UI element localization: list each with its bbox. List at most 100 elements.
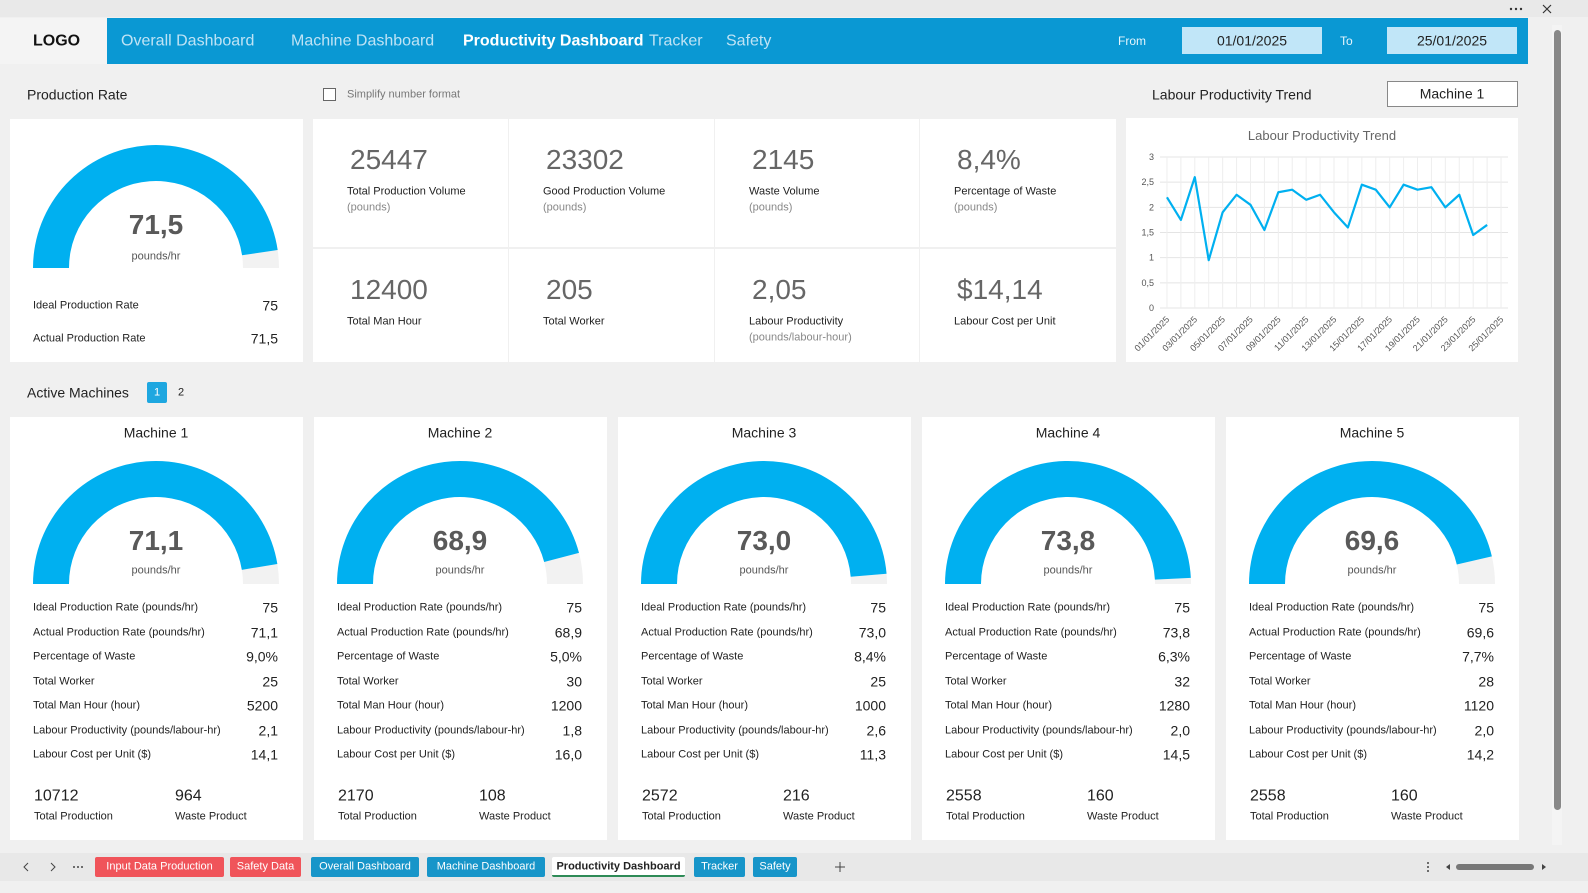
from-date-box[interactable] bbox=[1182, 27, 1322, 54]
chart-card bbox=[1126, 118, 1518, 362]
nav-tab[interactable]: Safety bbox=[726, 32, 772, 50]
row-value: 69,6 bbox=[1466, 624, 1494, 641]
row-value: 6,3% bbox=[1158, 648, 1190, 665]
sheet-tab[interactable] bbox=[694, 857, 745, 877]
kpi-label: Percentage of Waste bbox=[954, 185, 1057, 198]
sheet-tab-label[interactable]: Input Data Production bbox=[106, 860, 213, 873]
gauge-unit: pounds/hr bbox=[1043, 564, 1093, 577]
checkbox-label[interactable]: Simplify number format bbox=[347, 88, 461, 101]
nav-tab[interactable]: Overall Dashboard bbox=[121, 32, 255, 50]
row-label: Total Worker bbox=[641, 675, 703, 688]
kpi-card bbox=[920, 249, 1116, 362]
kpi-value: 25447 bbox=[350, 144, 428, 176]
row-value: 71,5 bbox=[250, 330, 278, 347]
row-value: 28 bbox=[1478, 673, 1494, 690]
row-label: Labour Cost per Unit ($) bbox=[33, 748, 151, 761]
row-label: Actual Production Rate (pounds/hr) bbox=[641, 626, 813, 639]
sheet-tab[interactable] bbox=[552, 857, 685, 877]
row-value: 5200 bbox=[246, 697, 278, 714]
row-label: Labour Productivity (pounds/labour-hr) bbox=[641, 724, 829, 737]
total-label: Total Production bbox=[946, 810, 1025, 823]
total-label: Waste Product bbox=[479, 810, 551, 823]
sheet-tab-label[interactable]: Safety Data bbox=[236, 860, 295, 873]
row-label: Ideal Production Rate (pounds/hr) bbox=[641, 601, 807, 614]
row-label: Labour Productivity (pounds/labour-hr) bbox=[33, 724, 221, 737]
kpi-unit: (pounds/labour-hour) bbox=[749, 331, 852, 344]
kpi-unit: (pounds) bbox=[954, 201, 998, 214]
from-label: From bbox=[1118, 33, 1146, 48]
window-controls[interactable] bbox=[1505, 1, 1565, 17]
kpi-label: Total Production Volume bbox=[347, 185, 466, 198]
from-date[interactable]: 01/01/2025 bbox=[1216, 32, 1288, 49]
checkbox[interactable] bbox=[323, 88, 336, 101]
row-label: Labour Cost per Unit ($) bbox=[945, 748, 1063, 761]
row-value: 9,0% bbox=[246, 648, 278, 665]
gauge-unit: pounds/hr bbox=[131, 564, 181, 577]
row-value: 71,1 bbox=[250, 624, 278, 641]
add-sheet-icon[interactable] bbox=[830, 858, 850, 876]
nav-tab[interactable]: Productivity Dashboard bbox=[463, 32, 644, 50]
row-label: Ideal Production Rate (pounds/hr) bbox=[1249, 601, 1415, 614]
sheet-tab[interactable] bbox=[95, 857, 224, 877]
total-label: Total Production bbox=[34, 810, 113, 823]
row-label: Total Worker bbox=[337, 675, 399, 688]
sheet-tab-label[interactable]: Overall Dashboard bbox=[319, 860, 411, 873]
total-label: Total Production bbox=[642, 810, 721, 823]
sheet-nav-icons[interactable] bbox=[15, 858, 95, 876]
row-label: Actual Production Rate (pounds/hr) bbox=[337, 626, 509, 639]
row-value: 2,0 bbox=[1170, 722, 1190, 739]
kpi-unit: (pounds) bbox=[543, 201, 587, 214]
nav-tab[interactable]: Tracker bbox=[649, 32, 703, 50]
sheet-tab[interactable] bbox=[427, 857, 545, 877]
machine-select[interactable] bbox=[1387, 81, 1518, 107]
kpi-label: Total Worker bbox=[543, 315, 605, 328]
to-date[interactable]: 25/01/2025 bbox=[1416, 32, 1488, 49]
row-value: 2,1 bbox=[258, 722, 278, 739]
sheet-tab[interactable] bbox=[753, 857, 797, 877]
to-label: To bbox=[1340, 33, 1353, 48]
horizontal-scrollbar[interactable] bbox=[1420, 858, 1560, 876]
nav-tab[interactable]: Machine Dashboard bbox=[291, 32, 435, 50]
kpi-label: Waste Volume bbox=[749, 185, 820, 198]
row-value: 75 bbox=[262, 599, 278, 616]
gauge-value: 73,8 bbox=[1040, 525, 1096, 557]
row-value: 73,0 bbox=[858, 624, 886, 641]
row-value: 14,5 bbox=[1162, 746, 1190, 763]
machine-name: Machine 1 bbox=[123, 424, 189, 441]
kpi-value: 23302 bbox=[546, 144, 624, 176]
window-titlebar bbox=[0, 0, 1588, 17]
total-label: Waste Product bbox=[1087, 810, 1159, 823]
row-label: Ideal Production Rate (pounds/hr) bbox=[945, 601, 1111, 614]
page-button[interactable] bbox=[147, 382, 167, 403]
row-value: 7,7% bbox=[1462, 648, 1494, 665]
row-value: 1120 bbox=[1463, 697, 1494, 714]
row-label: Total Worker bbox=[945, 675, 1007, 688]
row-label: Ideal Production Rate (pounds/hr) bbox=[33, 601, 199, 614]
page-number[interactable]: 2 bbox=[177, 386, 185, 399]
sheet-tab[interactable] bbox=[311, 857, 419, 877]
row-value: 75 bbox=[262, 297, 278, 314]
total-value: 10712 bbox=[34, 787, 79, 805]
machine-select-label[interactable]: Machine 1 bbox=[1419, 85, 1485, 102]
row-value: 25 bbox=[262, 673, 278, 690]
sheet-tab[interactable] bbox=[230, 857, 301, 877]
gauge-value: 73,0 bbox=[736, 525, 792, 557]
kpi-value: 12400 bbox=[350, 274, 428, 306]
sheet-tab-label[interactable]: Machine Dashboard bbox=[436, 860, 536, 873]
kpi-value: 2145 bbox=[752, 144, 815, 176]
gauge-value: 71,1 bbox=[128, 525, 184, 557]
sheet-tab-label[interactable]: Productivity Dashboard bbox=[556, 860, 681, 873]
row-label: Actual Production Rate (pounds/hr) bbox=[33, 626, 205, 639]
sheet-tab-label[interactable]: Safety bbox=[759, 860, 791, 873]
row-value: 75 bbox=[1174, 599, 1190, 616]
to-date-box[interactable] bbox=[1387, 27, 1517, 54]
page-number[interactable]: 1 bbox=[153, 386, 161, 399]
scrollbar-thumb[interactable] bbox=[1554, 30, 1561, 810]
section-title: Production Rate bbox=[27, 86, 128, 103]
sheet-tab-label[interactable]: Tracker bbox=[701, 860, 738, 873]
row-label: Ideal Production Rate bbox=[33, 299, 139, 312]
row-label: Percentage of Waste bbox=[337, 650, 440, 663]
row-label: Actual Production Rate (pounds/hr) bbox=[945, 626, 1117, 639]
total-label: Total Production bbox=[338, 810, 417, 823]
gauge-unit: pounds/hr bbox=[739, 564, 789, 577]
